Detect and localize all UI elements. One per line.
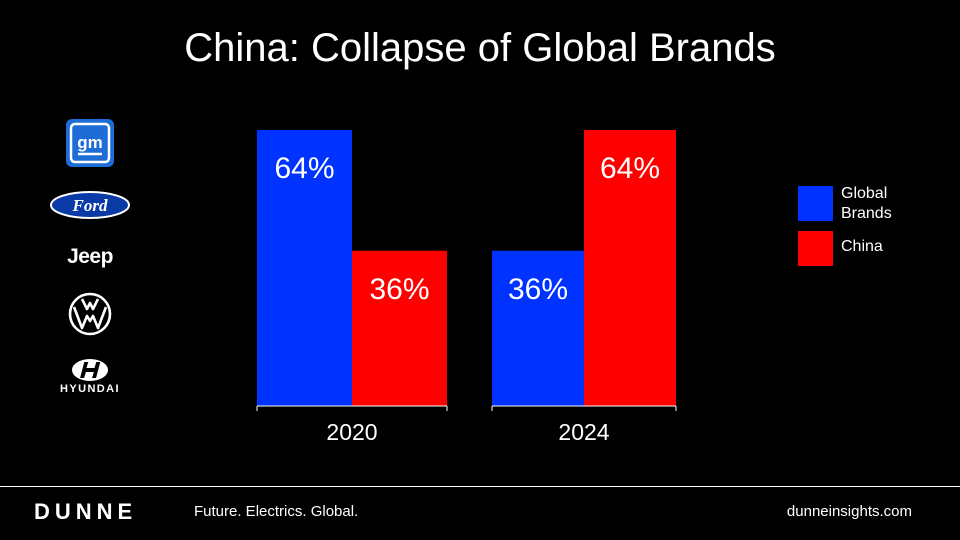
footer-url[interactable]: dunneinsights.com <box>786 503 912 520</box>
bar-chart: 64% 36% 36% 64% 2020 2024 <box>256 130 677 445</box>
hyundai-logo: HYUNDAI <box>40 354 140 398</box>
legend-swatch-china <box>798 231 833 266</box>
footer-tagline: Future. Electrics. Global. <box>194 503 359 520</box>
hyundai-logo-text: HYUNDAI <box>60 383 120 395</box>
legend-label-china: China <box>841 238 883 255</box>
bar-china-2020 <box>352 250 447 406</box>
legend-item-global: Global Brands <box>798 185 938 226</box>
footer-divider <box>0 486 960 487</box>
ford-logo-text: Ford <box>72 196 108 215</box>
footer-brand: DUNNE <box>34 499 138 524</box>
data-label-global-brands-2024: 36% <box>508 273 568 306</box>
vw-logo <box>40 292 140 336</box>
ford-logo: Ford <box>40 190 140 220</box>
jeep-logo: Jeep <box>40 242 140 272</box>
jeep-logo-text: Jeep <box>67 245 113 268</box>
chart-title: China: Collapse of Global Brands <box>184 26 776 70</box>
legend-item-china: China <box>798 231 938 271</box>
ford-icon: Ford <box>50 191 130 219</box>
data-label-china-2020: 36% <box>369 273 429 306</box>
bar-global-brands-2024 <box>492 250 584 406</box>
gm-icon: gm <box>66 119 114 167</box>
gm-logo-text: gm <box>77 133 103 152</box>
data-label-china-2024: 64% <box>600 152 660 185</box>
gm-logo: gm <box>40 118 140 168</box>
legend-label-global: Global Brands <box>841 185 892 222</box>
legend-swatch-global <box>798 186 833 221</box>
vw-icon <box>68 292 112 336</box>
x-tick-label-2020: 2020 <box>326 419 377 445</box>
data-label-global-brands-2020: 64% <box>274 152 334 185</box>
bar-global-brands-2020 <box>257 130 352 406</box>
x-tick-label-2024: 2024 <box>558 419 609 445</box>
hyundai-icon <box>72 359 108 381</box>
bar-china-2024 <box>584 130 676 406</box>
